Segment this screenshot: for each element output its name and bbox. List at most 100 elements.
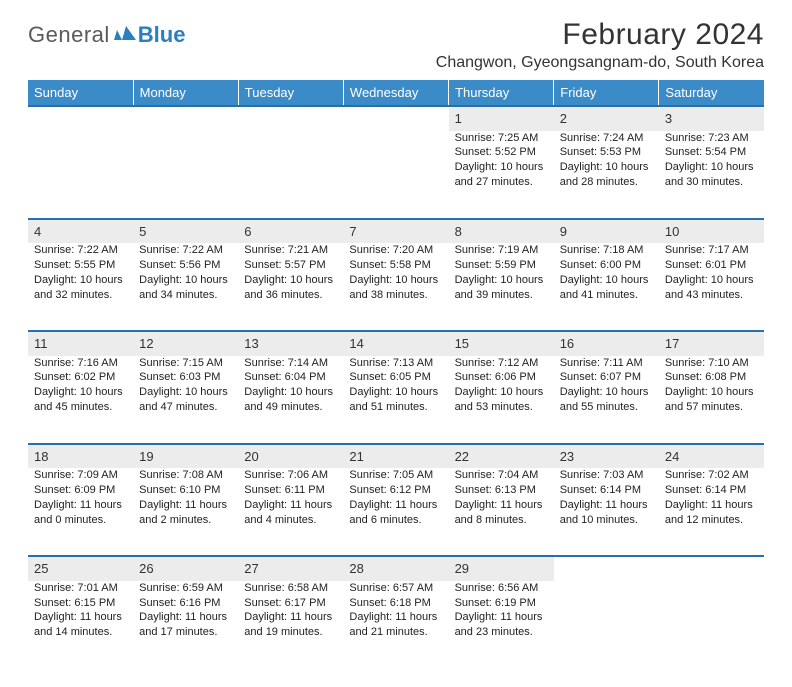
sunrise-text: Sunrise: 7:24 AM (560, 131, 653, 146)
daylight-text-1: Daylight: 10 hours (455, 273, 548, 288)
daylight-text-2: and 55 minutes. (560, 400, 653, 415)
daylight-text-1: Daylight: 10 hours (665, 160, 758, 175)
daylight-text-1: Daylight: 10 hours (349, 385, 442, 400)
sunset-text: Sunset: 6:05 PM (349, 370, 442, 385)
sunrise-text: Sunrise: 7:12 AM (455, 356, 548, 371)
daylight-text-2: and 34 minutes. (139, 288, 232, 303)
daylight-text-2: and 49 minutes. (244, 400, 337, 415)
brand-text-general: General (28, 22, 110, 48)
daylight-text-1: Daylight: 10 hours (560, 273, 653, 288)
day-number-cell: 19 (133, 444, 238, 469)
daylight-text-2: and 51 minutes. (349, 400, 442, 415)
sunrise-text: Sunrise: 7:18 AM (560, 243, 653, 258)
sunset-text: Sunset: 6:11 PM (244, 483, 337, 498)
day-info-cell: Sunrise: 7:01 AMSunset: 6:15 PMDaylight:… (28, 581, 133, 669)
week-info-row: Sunrise: 7:16 AMSunset: 6:02 PMDaylight:… (28, 356, 764, 444)
week-info-row: Sunrise: 7:09 AMSunset: 6:09 PM Daylight:… (28, 468, 764, 556)
daylight-text-2: and 39 minutes. (455, 288, 548, 303)
day-info-cell (238, 131, 343, 219)
weekday-header: Tuesday (238, 80, 343, 106)
sunset-text: Sunset: 5:52 PM (455, 145, 548, 160)
sunset-text: Sunset: 6:12 PM (349, 483, 442, 498)
week-info-row: Sunrise: 7:25 AMSunset: 5:52 PMDaylight:… (28, 131, 764, 219)
weekday-header: Wednesday (343, 80, 448, 106)
day-number-cell (238, 106, 343, 131)
week-info-row: Sunrise: 7:01 AMSunset: 6:15 PMDaylight:… (28, 581, 764, 669)
day-number-cell: 10 (659, 219, 764, 244)
day-info-cell: Sunrise: 6:57 AMSunset: 6:18 PMDaylight:… (343, 581, 448, 669)
daylight-text-1: Daylight: 10 hours (455, 385, 548, 400)
day-info-cell: Sunrise: 7:23 AMSunset: 5:54 PMDaylight:… (659, 131, 764, 219)
day-info-cell (133, 131, 238, 219)
sunset-text: Sunset: 6:08 PM (665, 370, 758, 385)
daylight-text-1: Daylight: 11 hours (139, 610, 232, 625)
day-number-cell: 18 (28, 444, 133, 469)
sunrise-text: Sunrise: 7:23 AM (665, 131, 758, 146)
header: General Blue February 2024 Changwon, Gye… (28, 18, 764, 72)
sunrise-text: Sunrise: 6:58 AM (244, 581, 337, 596)
day-info-cell: Sunrise: 7:09 AMSunset: 6:09 PMDaylight:… (28, 468, 133, 556)
sunrise-text: Sunrise: 7:14 AM (244, 356, 337, 371)
daylight-text-1: Daylight: 10 hours (139, 273, 232, 288)
daylight-text-1: Daylight: 11 hours (560, 498, 653, 513)
sunset-text: Sunset: 6:02 PM (34, 370, 127, 385)
daylight-text-2: and 57 minutes. (665, 400, 758, 415)
sunset-text: Sunset: 5:57 PM (244, 258, 337, 273)
sunset-text: Sunset: 6:18 PM (349, 596, 442, 611)
daylight-text-2: and 0 minutes. (34, 513, 127, 528)
sunrise-text: Sunrise: 7:19 AM (455, 243, 548, 258)
day-number-cell: 1 (449, 106, 554, 131)
daylight-text-1: Daylight: 10 hours (560, 385, 653, 400)
daylight-text-2: and 27 minutes. (455, 175, 548, 190)
day-number-cell: 3 (659, 106, 764, 131)
daylight-text-2: and 43 minutes. (665, 288, 758, 303)
day-info-cell (554, 581, 659, 669)
sunrise-text: Sunrise: 7:15 AM (139, 356, 232, 371)
day-info-cell: Sunrise: 7:02 AMSunset: 6:14 PMDaylight:… (659, 468, 764, 556)
day-number-cell: 9 (554, 219, 659, 244)
daylight-text-2: and 30 minutes. (665, 175, 758, 190)
daylight-text-2: and 53 minutes. (455, 400, 548, 415)
daylight-text-1: Daylight: 11 hours (139, 498, 232, 513)
daylight-text-1: Daylight: 11 hours (244, 498, 337, 513)
weekday-header: Saturday (659, 80, 764, 106)
day-number-cell: 5 (133, 219, 238, 244)
sunset-text: Sunset: 6:07 PM (560, 370, 653, 385)
sunrise-text: Sunrise: 7:09 AM (34, 468, 127, 483)
daylight-text-1: Daylight: 10 hours (665, 385, 758, 400)
day-number-cell (28, 106, 133, 131)
daylight-text-1: Daylight: 11 hours (244, 610, 337, 625)
day-number-cell: 2 (554, 106, 659, 131)
day-number-cell: 21 (343, 444, 448, 469)
sunset-text: Sunset: 6:14 PM (560, 483, 653, 498)
sunrise-text: Sunrise: 7:20 AM (349, 243, 442, 258)
day-number-cell: 20 (238, 444, 343, 469)
daylight-text-1: Daylight: 10 hours (665, 273, 758, 288)
daylight-text-2: and 14 minutes. (34, 625, 127, 640)
sunset-text: Sunset: 6:19 PM (455, 596, 548, 611)
day-info-cell: Sunrise: 7:12 AMSunset: 6:06 PMDaylight:… (449, 356, 554, 444)
daylight-text-1: Daylight: 10 hours (244, 273, 337, 288)
day-number-cell: 16 (554, 331, 659, 356)
day-number-cell: 15 (449, 331, 554, 356)
day-info-cell: Sunrise: 7:05 AMSunset: 6:12 PMDaylight:… (343, 468, 448, 556)
sunset-text: Sunset: 6:10 PM (139, 483, 232, 498)
sunset-text: Sunset: 6:09 PM (34, 483, 127, 498)
sunset-text: Sunset: 6:03 PM (139, 370, 232, 385)
sunset-text: Sunset: 5:54 PM (665, 145, 758, 160)
day-info-cell (343, 131, 448, 219)
sunset-text: Sunset: 5:53 PM (560, 145, 653, 160)
day-info-cell: Sunrise: 7:22 AMSunset: 5:55 PMDaylight:… (28, 243, 133, 331)
day-number-cell: 6 (238, 219, 343, 244)
daylight-text-1: Daylight: 10 hours (244, 385, 337, 400)
daylight-text-2: and 8 minutes. (455, 513, 548, 528)
day-info-cell: Sunrise: 7:11 AMSunset: 6:07 PMDaylight:… (554, 356, 659, 444)
day-number-cell: 11 (28, 331, 133, 356)
sunrise-text: Sunrise: 7:11 AM (560, 356, 653, 371)
sunrise-text: Sunrise: 7:04 AM (455, 468, 548, 483)
day-number-cell (659, 556, 764, 581)
day-info-cell: Sunrise: 6:59 AMSunset: 6:16 PMDaylight:… (133, 581, 238, 669)
daylight-text-1: Daylight: 10 hours (34, 273, 127, 288)
day-info-cell: Sunrise: 7:14 AMSunset: 6:04 PMDaylight:… (238, 356, 343, 444)
sunrise-text: Sunrise: 7:08 AM (139, 468, 232, 483)
